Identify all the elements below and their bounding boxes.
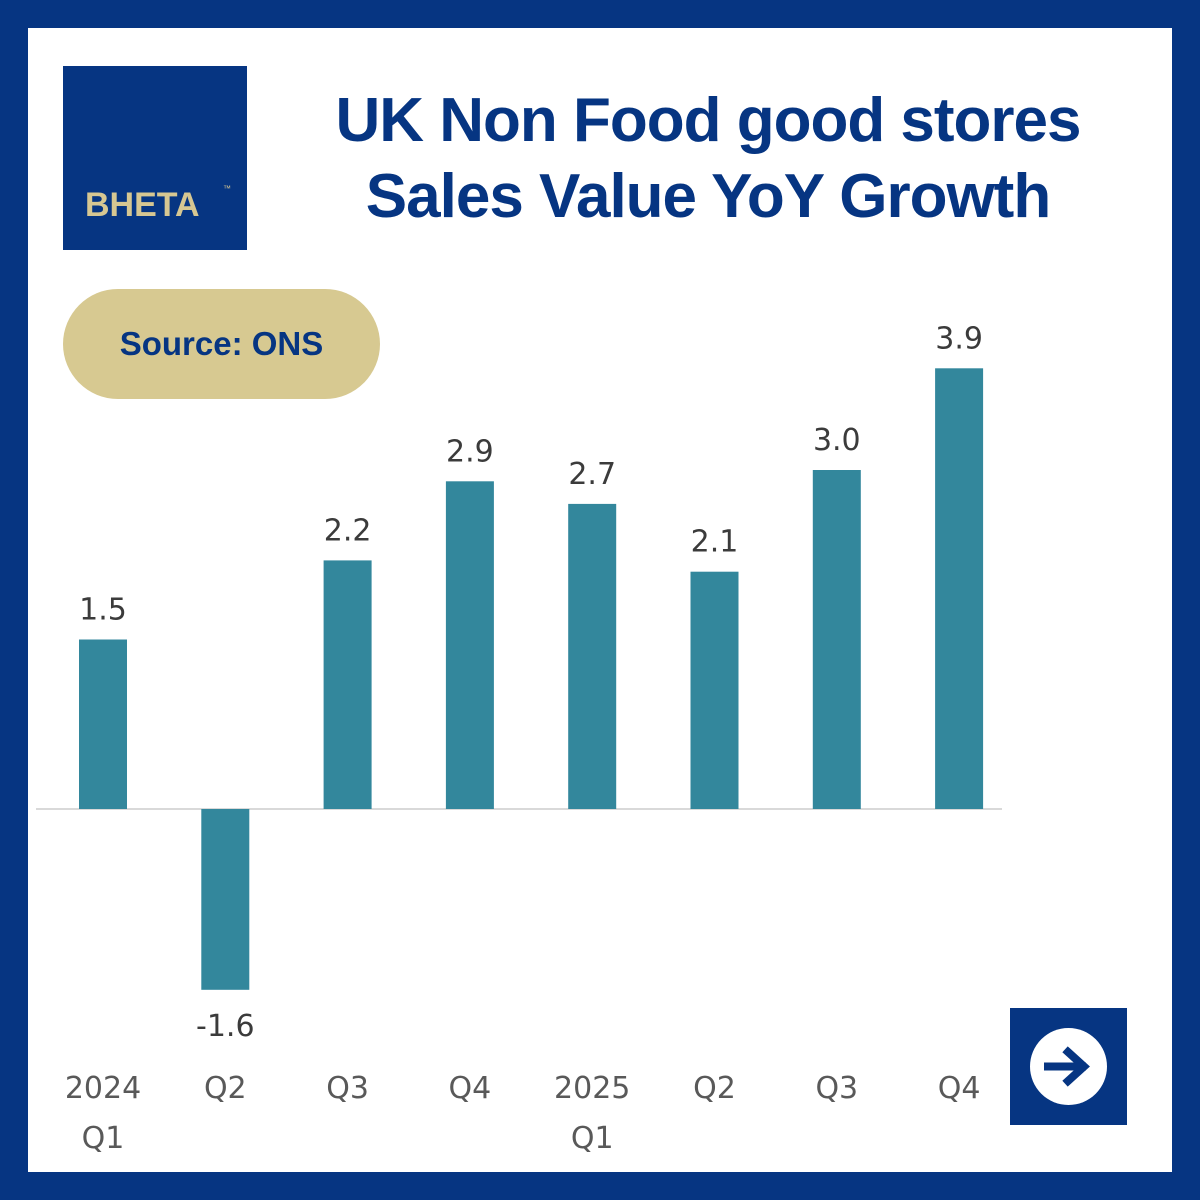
x-tick-label-5-line-1: 2025: [554, 1071, 630, 1106]
bar-7: [812, 470, 861, 809]
logo-wordmark: BHETA: [85, 186, 200, 224]
x-tick-label-1-line-2: Q1: [82, 1121, 125, 1156]
x-tick-label-5-line-2: Q1: [571, 1121, 614, 1156]
title-line-1: UK Non Food good stores: [335, 86, 1081, 155]
next-button[interactable]: [1010, 1008, 1127, 1125]
trademark-symbol: ™: [223, 184, 231, 193]
x-tick-label-2: Q2: [204, 1071, 247, 1106]
value-label-2: -1.6: [196, 1009, 255, 1044]
value-label-5: 2.7: [568, 457, 616, 492]
value-label-4: 2.9: [446, 434, 494, 469]
source-badge: Source: ONS: [63, 289, 380, 399]
bar-2: [201, 809, 250, 990]
bar-3: [323, 560, 372, 809]
bar-6: [690, 571, 739, 809]
bar-5: [568, 503, 617, 809]
page-title: UK Non Food good stores Sales Value YoY …: [268, 83, 1148, 235]
chart-tick-labels-layer: 2024 Q1 Q2 Q3 Q4 2025 Q1 Q2 Q3 Q4: [65, 1071, 981, 1156]
x-tick-label-8: Q4: [938, 1071, 981, 1106]
source-label: Source: ONS: [119, 325, 324, 362]
x-tick-label-4: Q4: [449, 1071, 492, 1106]
title-line-2: Sales Value YoY Growth: [365, 162, 1051, 231]
chart-bars-layer: [79, 368, 984, 990]
value-label-3: 2.2: [324, 513, 372, 548]
bar-8: [935, 368, 984, 809]
value-label-1: 1.5: [79, 593, 127, 628]
x-tick-label-1-line-1: 2024: [65, 1071, 141, 1106]
bar-4: [445, 481, 494, 809]
value-label-7: 3.0: [813, 423, 861, 458]
chart-value-labels-layer: 1.5 -1.6 2.2 2.9 2.7 2.1 3.0 3.9: [79, 321, 983, 1044]
bheta-logo: BHETA ™: [63, 66, 247, 250]
bar-1: [79, 639, 127, 809]
arrow-right-icon: [1030, 1028, 1107, 1105]
value-label-8: 3.9: [935, 321, 983, 356]
x-tick-label-3: Q3: [326, 1071, 369, 1106]
x-tick-label-7: Q3: [815, 1071, 858, 1106]
value-label-6: 2.1: [691, 525, 739, 560]
x-tick-label-6: Q2: [693, 1071, 736, 1106]
